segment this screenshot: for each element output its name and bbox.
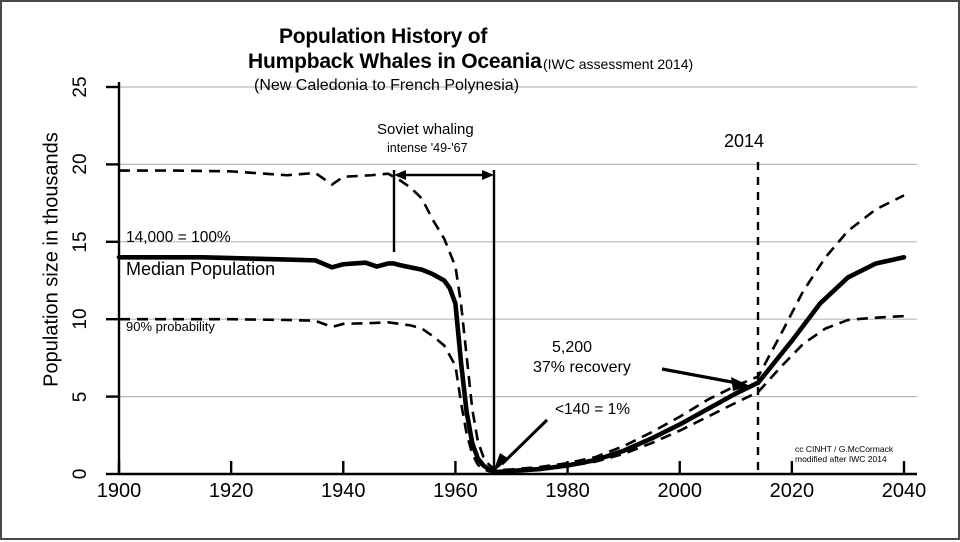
x-tick-1920: 1920: [208, 480, 254, 502]
year-2014-label: 2014: [724, 131, 765, 151]
x-tick-2020: 2020: [769, 480, 815, 502]
x-tick-2040: 2040: [881, 480, 927, 502]
x-tick-1940: 1940: [321, 480, 366, 502]
chart-title-region: (New Caledonia to French Polynesia): [254, 77, 520, 94]
credit-line-1: cc CINHT / G.McCormack: [795, 444, 894, 454]
median-population-label: Median Population: [126, 259, 276, 279]
recovery-arrow: [661, 367, 750, 391]
x-tick-2000: 2000: [657, 480, 702, 502]
soviet-whaling-period: intense '49-'67: [387, 141, 468, 155]
y-axis-title: Population size in thousands: [40, 132, 63, 387]
chart-title-line2: Humpback Whales in Oceania: [248, 50, 542, 73]
credit-line-2: modified after IWC 2014: [795, 454, 887, 464]
probability-band-label: 90% probability: [126, 319, 215, 334]
recovery-percent-label: 37% recovery: [533, 359, 631, 376]
minimum-population-label: <140 = 1%: [555, 401, 630, 418]
x-tick-1980: 1980: [545, 480, 590, 502]
y-tick-0: 0: [70, 468, 91, 480]
y-tick-10: 10: [70, 308, 91, 330]
y-tick-5: 5: [70, 391, 91, 402]
upper-confidence-curve: [119, 169, 905, 472]
carrying-capacity-label: 14,000 = 100%: [126, 229, 231, 246]
chart-title-source: (IWC assessment 2014): [543, 56, 694, 72]
x-tick-1960: 1960: [433, 480, 478, 502]
soviet-span-arrow: [394, 170, 494, 180]
soviet-whaling-label: Soviet whaling: [377, 121, 474, 138]
y-tick-25: 25: [70, 76, 91, 98]
minimum-arrow: [493, 418, 549, 472]
lower-confidence-curve: [119, 314, 905, 474]
y-tick-20: 20: [70, 153, 91, 175]
axis-ticks: [106, 85, 906, 476]
recovery-value-label: 5,200: [552, 339, 593, 356]
x-tick-1900: 1900: [96, 480, 142, 502]
y-tick-15: 15: [70, 231, 91, 253]
median-population-curve: [116, 254, 907, 475]
chart-title-line1: Population History of: [279, 25, 488, 48]
